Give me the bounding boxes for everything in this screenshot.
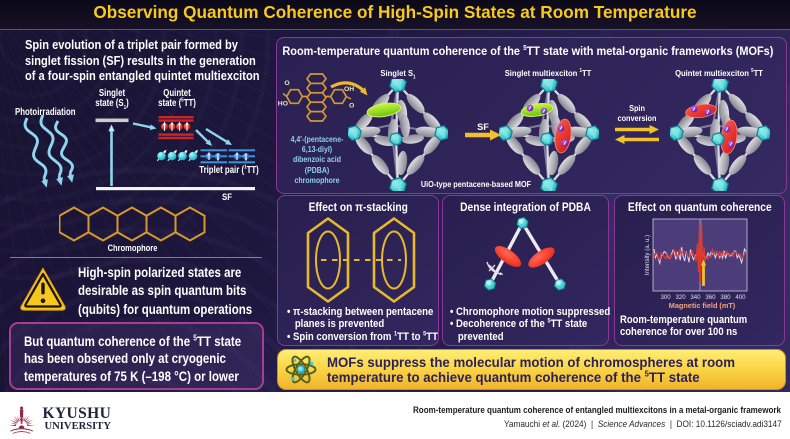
svg-text:400: 400 <box>735 294 746 301</box>
svg-text:320: 320 <box>675 294 686 301</box>
svg-text:300: 300 <box>660 294 671 301</box>
svg-text:O: O <box>349 103 354 110</box>
svg-text:OH: OH <box>344 86 354 93</box>
svg-text:O: O <box>284 80 289 87</box>
svg-text:380: 380 <box>720 294 731 301</box>
svg-text:Magnetic field (mT): Magnetic field (mT) <box>668 301 735 310</box>
svg-text:340: 340 <box>690 294 701 301</box>
svg-text:HO: HO <box>278 101 288 108</box>
svg-text:Intensity (a. u.): Intensity (a. u.) <box>644 235 651 275</box>
svg-text:360: 360 <box>705 294 716 301</box>
